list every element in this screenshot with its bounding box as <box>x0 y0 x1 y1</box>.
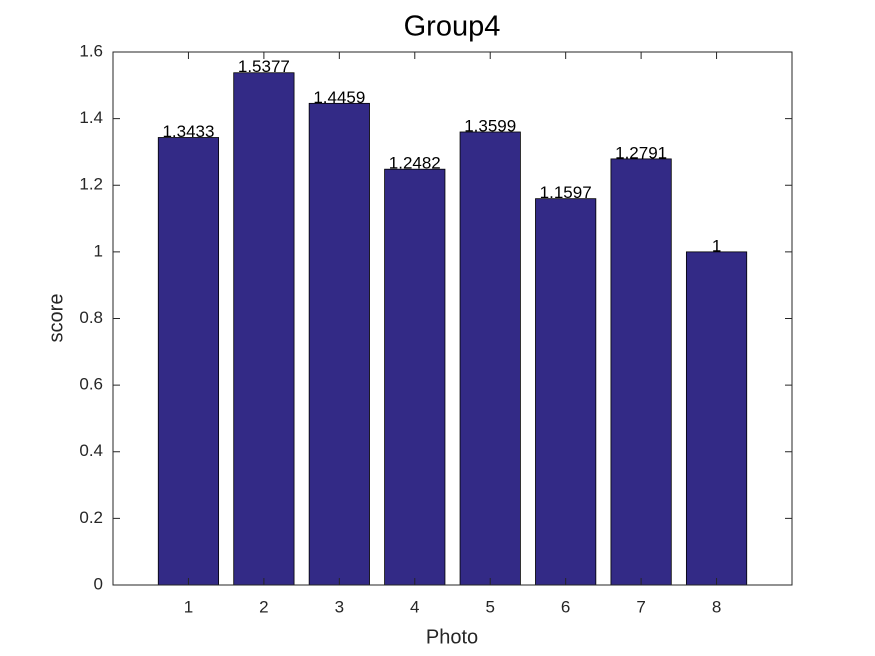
bar <box>384 168 446 586</box>
x-tick-label: 2 <box>259 597 268 616</box>
chart-title: Group4 <box>404 11 501 43</box>
data-label: 1.3599 <box>464 116 516 135</box>
bar <box>157 137 220 586</box>
x-tick-label: 4 <box>410 597 419 616</box>
bar <box>610 158 672 586</box>
y-axis-label: score <box>45 294 67 343</box>
y-tick-label: 1 <box>94 241 103 260</box>
y-tick-label: 0.4 <box>79 441 103 460</box>
y-tick-label: 1.4 <box>79 108 103 127</box>
x-tick-label: 6 <box>561 597 570 616</box>
data-label: 1.2482 <box>389 154 441 173</box>
x-tick-label: 8 <box>712 597 721 616</box>
data-label: 1.4459 <box>313 88 365 107</box>
y-tick-label: 1.6 <box>79 41 103 60</box>
x-tick-label: 1 <box>184 597 193 616</box>
bar <box>459 131 521 586</box>
y-tick-label: 1.2 <box>79 175 103 194</box>
x-axis-label: Photo <box>426 626 478 648</box>
data-label: 1 <box>712 236 721 255</box>
data-label: 1.1597 <box>540 183 592 202</box>
data-label: 1.3433 <box>162 122 214 141</box>
bar <box>308 102 370 586</box>
data-label: 1.5377 <box>238 57 290 76</box>
y-tick-label: 0.2 <box>79 508 103 527</box>
bar <box>535 198 597 586</box>
bar <box>233 72 295 586</box>
y-tick-label: 0 <box>94 574 103 593</box>
x-tick-label: 5 <box>485 597 494 616</box>
y-tick-label: 0.6 <box>79 375 103 394</box>
x-tick-label: 7 <box>636 597 645 616</box>
y-tick-label: 0.8 <box>79 308 103 327</box>
data-label: 1.2791 <box>615 143 667 162</box>
bar <box>685 251 748 586</box>
x-tick-label: 3 <box>335 597 344 616</box>
